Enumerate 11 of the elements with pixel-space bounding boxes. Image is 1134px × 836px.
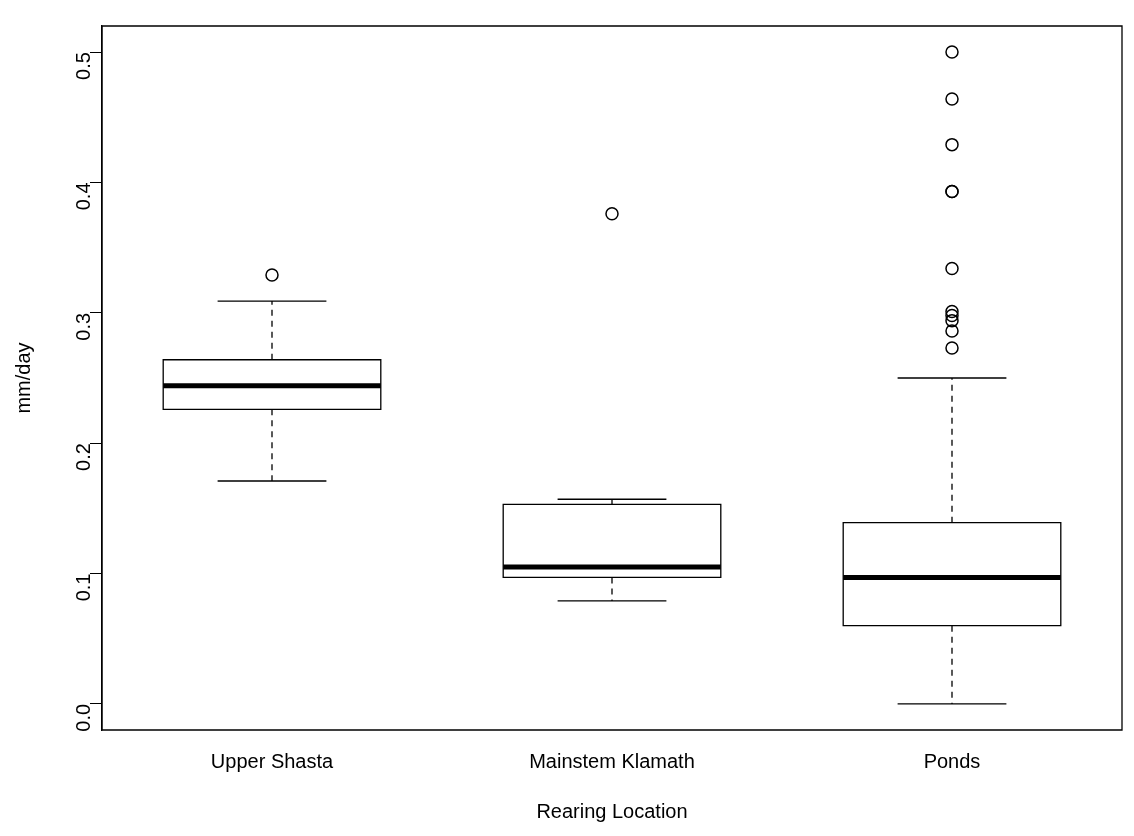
x-tick-label: Upper Shasta — [210, 749, 335, 772]
y-tick-label: 0.0 — [71, 703, 94, 732]
y-tick-label: 0.3 — [71, 312, 94, 341]
x-tick-label: Mainstem Klamath — [529, 749, 695, 772]
y-axis-title: mm/day — [11, 342, 34, 414]
y-tick-label: 0.2 — [71, 443, 94, 471]
y-tick-label: 0.4 — [71, 182, 94, 211]
x-axis-title: Rearing Location — [536, 799, 688, 822]
y-tick-label: 0.5 — [71, 52, 94, 80]
x-tick-label: Ponds — [923, 749, 981, 772]
y-tick-label: 0.1 — [71, 573, 94, 602]
